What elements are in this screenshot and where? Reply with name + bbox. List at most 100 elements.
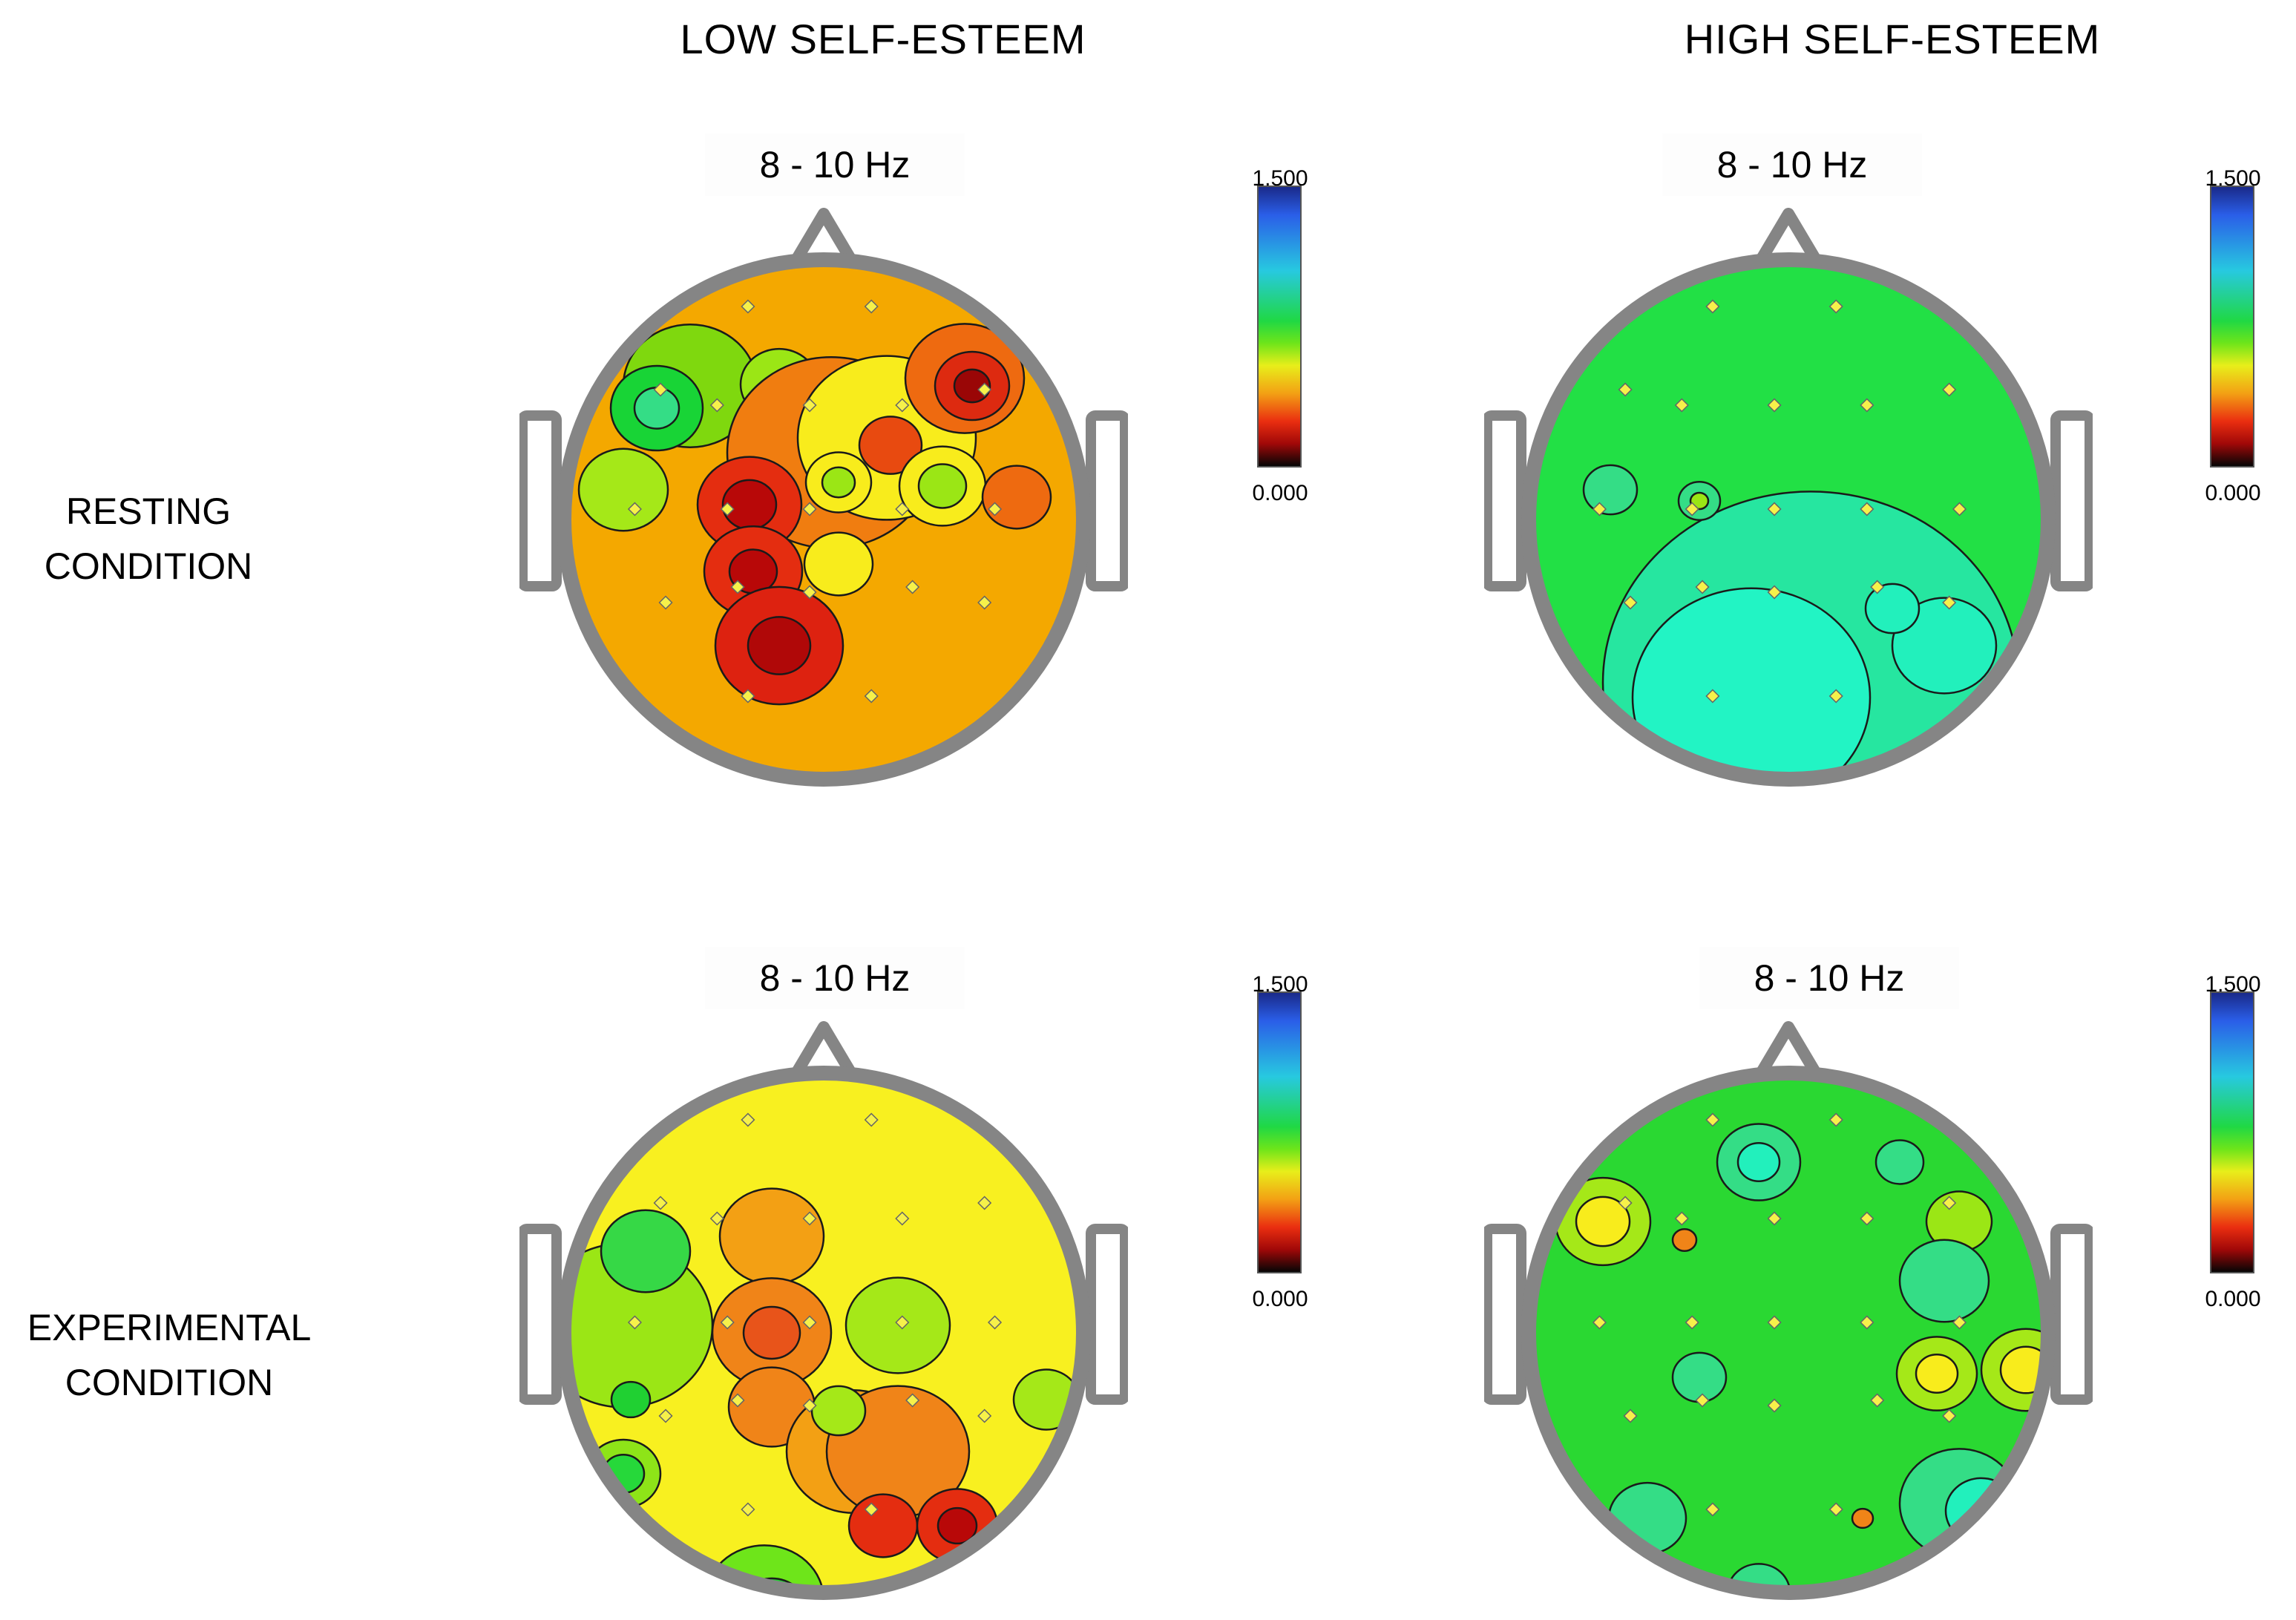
nose-outline bbox=[786, 208, 862, 272]
row-label-resting: RESTING CONDITION bbox=[0, 484, 319, 594]
right-ear-outline bbox=[2050, 410, 2093, 591]
color-scale: 1.500 0.000 bbox=[2200, 168, 2266, 509]
color-scale-bar bbox=[2210, 991, 2254, 1273]
electrode-marker bbox=[1695, 580, 1710, 594]
contour-region bbox=[1851, 1507, 1874, 1529]
electrode-marker bbox=[741, 1502, 755, 1517]
electrode-marker bbox=[741, 299, 755, 314]
topography-surface bbox=[564, 260, 1083, 779]
electrode-marker bbox=[1674, 398, 1689, 413]
contour-region bbox=[610, 1380, 652, 1419]
right-ear-outline bbox=[1086, 1224, 1128, 1405]
electrode-marker bbox=[730, 580, 745, 594]
electrode-marker bbox=[1860, 502, 1874, 517]
contour-region bbox=[937, 1506, 978, 1545]
electrode-marker bbox=[741, 689, 755, 704]
electrode-marker bbox=[1623, 595, 1638, 610]
electrode-marker bbox=[730, 1393, 745, 1408]
contour-region bbox=[917, 463, 968, 509]
contour-region bbox=[821, 466, 856, 499]
color-scale-min: 0.000 bbox=[1252, 1287, 1308, 1311]
left-ear-outline bbox=[1484, 410, 1526, 591]
electrode-marker bbox=[1828, 299, 1843, 314]
electrode-marker bbox=[1828, 1502, 1843, 1517]
electrode-marker bbox=[1705, 299, 1720, 314]
color-scale-min: 0.000 bbox=[2205, 1287, 2261, 1311]
electrode-marker bbox=[653, 1196, 668, 1210]
electrode-marker bbox=[709, 1211, 724, 1226]
contour-region bbox=[577, 447, 669, 532]
electrode-marker bbox=[895, 1211, 910, 1226]
row-label-experimental-line2: CONDITION bbox=[65, 1362, 274, 1403]
electrode-marker bbox=[987, 1315, 1003, 1330]
row-label-experimental-line1: EXPERIMENTAL bbox=[27, 1307, 312, 1348]
row-label-experimental: EXPERIMENTAL CONDITION bbox=[0, 1300, 340, 1410]
contour-region bbox=[1671, 1351, 1728, 1403]
electrode-marker bbox=[1942, 382, 1957, 397]
electrode-marker bbox=[627, 502, 642, 517]
topography-surface bbox=[564, 1073, 1083, 1593]
electrode-marker bbox=[1828, 1112, 1843, 1127]
electrode-marker bbox=[1705, 1502, 1720, 1517]
electrode-marker bbox=[895, 1315, 910, 1330]
electrode-marker bbox=[1767, 1398, 1782, 1413]
electrode-marker bbox=[1695, 1393, 1710, 1408]
topomap-low-experimental bbox=[519, 1021, 1128, 1600]
left-ear-outline bbox=[519, 410, 562, 591]
contour-region bbox=[803, 531, 874, 597]
electrode-marker bbox=[1767, 398, 1782, 413]
electrode-marker bbox=[1860, 1315, 1874, 1330]
color-scale-bar bbox=[2210, 186, 2254, 468]
band-label-high-experimental: 8 - 10 Hz bbox=[1699, 947, 1959, 1009]
electrode-marker bbox=[895, 502, 910, 517]
electrode-marker bbox=[1767, 1315, 1782, 1330]
electrode-marker bbox=[802, 502, 817, 517]
topomap-high-experimental bbox=[1484, 1021, 2093, 1600]
electrode-marker bbox=[1705, 689, 1720, 704]
right-ear-outline bbox=[1086, 410, 1128, 591]
contour-region bbox=[858, 416, 923, 475]
right-ear-outline bbox=[2050, 1224, 2093, 1405]
electrode-marker bbox=[802, 398, 817, 413]
column-title-high-self-esteem: HIGH SELF-ESTEEM bbox=[1684, 16, 2101, 62]
electrode-marker bbox=[977, 1196, 992, 1210]
contour-region bbox=[981, 465, 1052, 530]
electrode-marker bbox=[864, 299, 879, 314]
electrode-marker bbox=[864, 689, 879, 704]
color-scale-min: 0.000 bbox=[1252, 481, 1308, 505]
electrode-marker bbox=[802, 1315, 817, 1330]
contour-region bbox=[844, 1276, 951, 1374]
color-scale-min: 0.000 bbox=[2205, 481, 2261, 505]
contour-region bbox=[718, 1187, 825, 1285]
band-label-high-resting: 8 - 10 Hz bbox=[1662, 134, 1922, 196]
electrode-marker bbox=[1592, 1315, 1607, 1330]
electrode-marker bbox=[802, 585, 817, 600]
electrode-marker bbox=[1870, 1393, 1885, 1408]
contour-region bbox=[1736, 1141, 1781, 1183]
electrode-marker bbox=[1685, 502, 1699, 517]
head-outline bbox=[1521, 1066, 2056, 1600]
electrode-marker bbox=[905, 580, 920, 594]
nose-outline bbox=[1751, 1021, 1826, 1086]
head-outline bbox=[557, 1066, 1091, 1600]
contour-region bbox=[742, 1305, 801, 1360]
electrode-marker bbox=[1618, 382, 1633, 397]
contour-region bbox=[1915, 1353, 1959, 1394]
electrode-marker bbox=[1942, 1409, 1957, 1423]
electrode-marker bbox=[864, 1112, 879, 1127]
electrode-marker bbox=[627, 1315, 642, 1330]
electrode-marker bbox=[802, 1398, 817, 1413]
electrode-marker bbox=[977, 382, 992, 397]
electrode-marker bbox=[1767, 502, 1782, 517]
left-ear-outline bbox=[1484, 1224, 1526, 1405]
electrode-marker bbox=[1942, 595, 1957, 610]
color-scale: 1.500 0.000 bbox=[1247, 974, 1313, 1315]
electrode-marker bbox=[720, 502, 735, 517]
electrode-marker bbox=[905, 1393, 920, 1408]
contour-region bbox=[721, 479, 778, 531]
contour-region bbox=[1864, 583, 1921, 634]
color-scale: 1.500 0.000 bbox=[1247, 168, 1313, 509]
electrode-marker bbox=[802, 1211, 817, 1226]
electrode-marker bbox=[1870, 580, 1885, 594]
color-scale: 1.500 0.000 bbox=[2200, 974, 2266, 1315]
